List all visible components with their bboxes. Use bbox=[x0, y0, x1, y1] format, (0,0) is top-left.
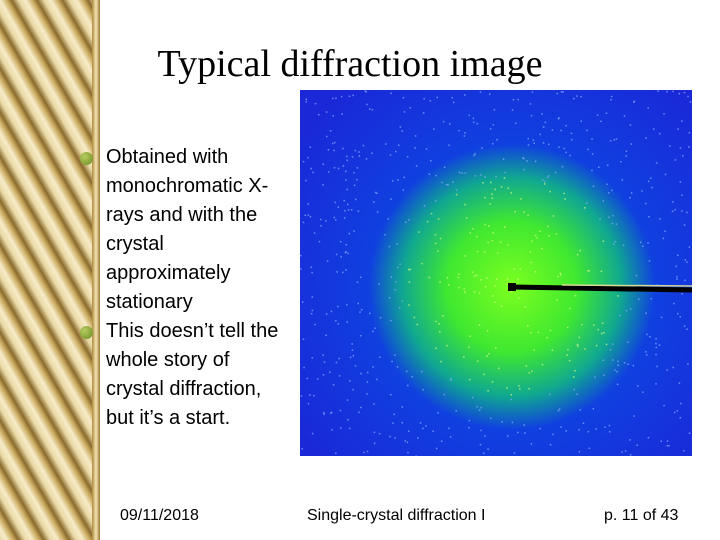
footer-date: 09/11/2018 bbox=[120, 507, 199, 524]
slide-title: Typical diffraction image bbox=[157, 43, 543, 85]
bullet-list: Obtained with monochromatic X-rays and w… bbox=[80, 143, 280, 433]
footer-center: Single-crystal diffraction I bbox=[307, 507, 486, 524]
decorative-border bbox=[0, 0, 100, 540]
bullet: Obtained with monochromatic X-rays and w… bbox=[80, 143, 280, 317]
footer-page: p. 11 of 43 bbox=[604, 507, 679, 524]
diffraction-image bbox=[300, 90, 692, 456]
border-edge bbox=[92, 0, 100, 540]
bullet: This doesn’t tell the whole story of cry… bbox=[80, 317, 280, 433]
